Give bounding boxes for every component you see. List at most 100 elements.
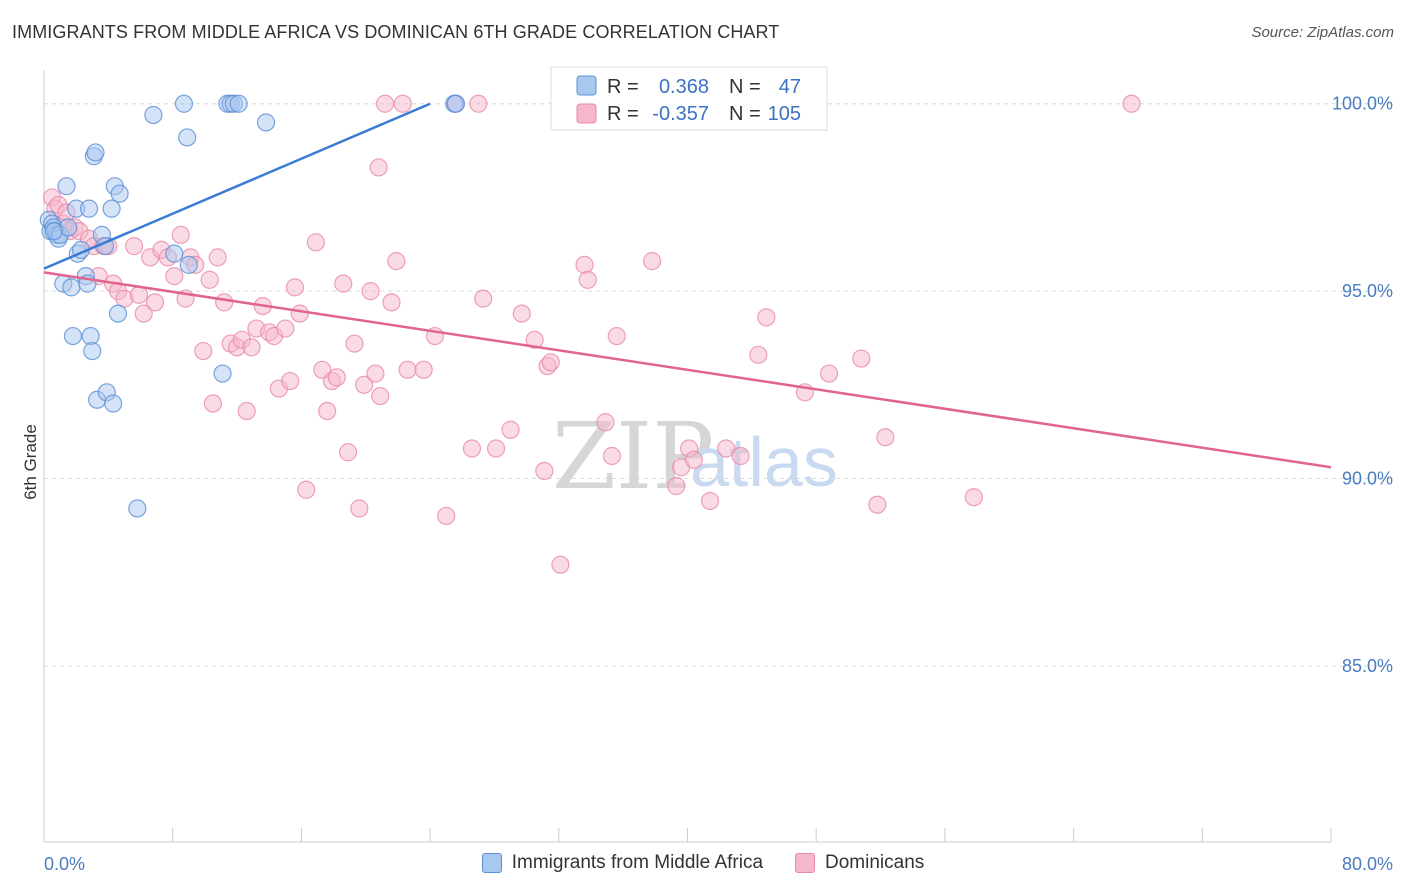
- middle-africa-point: [179, 255, 198, 274]
- middle-africa-point: [256, 113, 276, 132]
- dominicans-point: [361, 282, 380, 301]
- middle-africa-point: [213, 364, 232, 383]
- dominicans-point: [334, 274, 353, 293]
- dominicans-point: [369, 158, 388, 177]
- dominicans-point: [242, 338, 261, 357]
- dominicans-point: [596, 413, 615, 432]
- middle-africa-point: [104, 394, 123, 413]
- legend-r-label: R =: [607, 103, 639, 125]
- dominicans-point: [338, 443, 358, 462]
- dominicans-point: [382, 293, 401, 312]
- dominicans-point: [437, 506, 456, 526]
- dominicans-point: [398, 360, 417, 379]
- dominicans-point: [469, 94, 488, 113]
- dominicans-point: [134, 304, 153, 323]
- dominicans-point: [393, 94, 412, 113]
- trend-lines: [43, 102, 1332, 469]
- middle-africa-point: [44, 222, 63, 241]
- dominicans-point: [486, 439, 506, 458]
- legend-n-label: N =: [729, 103, 761, 125]
- dominicans-point: [462, 439, 482, 458]
- dominicans-point: [297, 480, 316, 499]
- chart-title: IMMIGRANTS FROM MIDDLE AFRICA VS DOMINIC…: [12, 22, 780, 42]
- middle-africa-point: [144, 105, 163, 125]
- legend-r-value: 0.368: [659, 76, 709, 98]
- dominicans-point: [215, 293, 234, 312]
- dominicans-point: [541, 353, 560, 372]
- legend-item-middle-africa[interactable]: Immigrants from Middle Africa: [481, 852, 764, 874]
- dominicans-point: [525, 330, 544, 349]
- dominicans-point: [350, 499, 369, 518]
- middle-africa-point: [86, 143, 105, 162]
- dominicans-point: [414, 360, 433, 379]
- legend-r-label: R =: [607, 76, 639, 98]
- middle-africa-point: [108, 304, 128, 323]
- legend-label: Dominicans: [825, 852, 925, 873]
- legend-swatch-blue: [481, 853, 502, 873]
- dominicans-point: [387, 252, 406, 271]
- y-tick-label: 90.0%: [1342, 468, 1393, 488]
- y-axis-label: 6th Grade: [21, 424, 40, 500]
- middle-africa-point: [62, 278, 81, 297]
- dominicans-point: [327, 368, 346, 387]
- middle-africa-point: [128, 499, 147, 518]
- middle-africa-point: [57, 177, 76, 196]
- middle-africa-trend-line: [43, 102, 431, 270]
- dominicans-point: [667, 476, 686, 496]
- dominicans-point: [285, 278, 305, 297]
- legend-label: Immigrants from Middle Africa: [511, 852, 764, 873]
- dominicans-point: [757, 308, 776, 327]
- dominicans-point: [165, 267, 184, 286]
- dominicans-point: [290, 304, 309, 323]
- legend-n-value: 105: [768, 103, 801, 125]
- dominicans-point: [964, 488, 983, 507]
- dominicans-point: [578, 270, 597, 289]
- dominicans-point: [345, 334, 364, 353]
- middle-africa-points: [39, 94, 465, 518]
- middle-africa-point: [446, 94, 465, 113]
- series-legend: Immigrants from Middle Africa Dominicans: [0, 852, 1406, 874]
- y-tick-label: 85.0%: [1342, 656, 1393, 676]
- dominicans-point: [281, 371, 300, 391]
- dominicans-point: [474, 289, 493, 308]
- dominicans-point: [749, 345, 768, 364]
- middle-africa-point: [63, 326, 83, 346]
- dominicans-point: [535, 461, 554, 481]
- watermark-atlas: atlas: [690, 423, 838, 501]
- x-tick-label-min: 0.0%: [44, 854, 85, 874]
- dominicans-point: [684, 450, 704, 469]
- dominicans-point: [318, 401, 337, 421]
- legend-swatch-pink: [576, 103, 597, 124]
- middle-africa-point: [165, 244, 184, 263]
- dominicans-point: [607, 326, 626, 346]
- middle-africa-point: [229, 94, 248, 113]
- legend-r-value: -0.357: [652, 103, 709, 125]
- dominicans-point: [643, 252, 662, 271]
- dominicans-point: [819, 364, 839, 383]
- middle-africa-point: [178, 128, 197, 147]
- dominicans-point: [602, 446, 621, 466]
- dominicans-point: [200, 270, 219, 289]
- dominicans-point: [171, 225, 190, 244]
- dominicans-point: [276, 319, 295, 338]
- x-tick-label-max: 80.0%: [1342, 854, 1393, 874]
- legend-swatch-pink: [795, 853, 816, 873]
- legend-n-label: N =: [729, 76, 761, 98]
- dominicans-point: [355, 375, 374, 394]
- dominicans-point: [551, 555, 570, 574]
- legend-item-dominicans[interactable]: Dominicans: [795, 852, 924, 874]
- dominicans-point: [306, 233, 325, 252]
- dominicans-point: [731, 446, 750, 466]
- dominicans-point: [371, 386, 390, 406]
- dominicans-point: [717, 439, 736, 458]
- y-tick-label: 95.0%: [1342, 281, 1393, 301]
- dominicans-point: [208, 248, 227, 267]
- middle-africa-point: [102, 199, 121, 218]
- dominicans-point: [852, 349, 871, 368]
- dominicans-trend-line: [43, 271, 1332, 469]
- legend-n-value: 47: [779, 76, 801, 98]
- legend-swatch-blue: [576, 75, 597, 96]
- dominicans-point: [203, 394, 223, 413]
- dominicans-point: [1122, 94, 1141, 113]
